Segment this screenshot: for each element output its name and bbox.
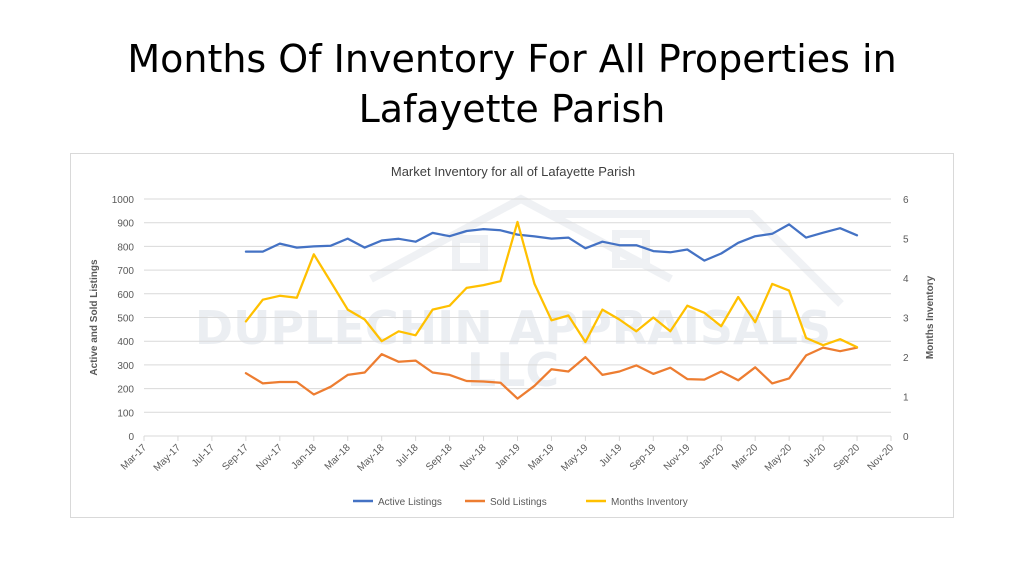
slide-title-line-2: Lafayette Parish: [358, 87, 666, 131]
y2-tick-label: 1: [903, 393, 909, 404]
y2-tick-label: 0: [903, 432, 909, 443]
x-tick-label: Mar-18: [323, 442, 353, 472]
y2-axis-title: Months Inventory: [925, 275, 936, 359]
chart-title: Market Inventory for all of Lafayette Pa…: [390, 164, 636, 179]
x-tick-label: Jan-19: [493, 442, 523, 472]
y-tick-label: 200: [117, 385, 134, 396]
y-tick-label: 700: [117, 266, 134, 277]
line-chart: 0 100 200 300 400 500 600 700 800 900 1000 0 1 2 3 4 5 6 M…: [89, 195, 936, 508]
y2-tick-label: 2: [903, 353, 909, 364]
legend-label-months-inventory: Months Inventory: [611, 497, 688, 508]
x-tick-label: Jan-18: [289, 442, 319, 472]
y-tick-label: 100: [117, 408, 134, 419]
x-tick-label: Sep-20: [832, 442, 863, 473]
y-tick-label: 400: [117, 337, 134, 348]
series-line-sold-listings: [244, 346, 859, 400]
x-tick-label: Mar-19: [526, 442, 556, 472]
x-tick-label: Sep-17: [220, 442, 251, 473]
y-tick-label: 0: [128, 432, 134, 443]
x-tick-label: Nov-17: [254, 442, 285, 473]
series-line-active-listings: [244, 223, 859, 262]
x-tick-label: Sep-19: [628, 442, 659, 473]
x-tick-label: Nov-20: [866, 442, 897, 473]
chart-area: DUPLECHIN APPRAISALS LLC Market Inventor…: [70, 153, 954, 518]
series-line-months-inventory: [244, 220, 859, 349]
y-tick-label: 500: [117, 314, 134, 325]
x-tick-label: Mar-17: [119, 442, 149, 472]
y-tick-label: 300: [117, 361, 134, 372]
x-tick-label: May-17: [152, 442, 184, 474]
x-tick-label: Sep-18: [424, 442, 455, 473]
slide-title: Months Of Inventory For All Properties i…: [0, 34, 1024, 134]
y-tick-label: 600: [117, 290, 134, 301]
y-axis-title: Active and Sold Listings: [89, 259, 100, 376]
y2-tick-label: 4: [903, 274, 909, 285]
x-tick-label: Jul-18: [394, 442, 421, 469]
x-tick-label: Jul-20: [801, 442, 828, 469]
y-tick-label: 1000: [112, 195, 135, 206]
x-tick-label: May-20: [763, 442, 795, 474]
y-tick-label: 800: [117, 242, 134, 253]
x-tick-label: Nov-18: [458, 442, 489, 473]
legend-label-sold-listings: Sold Listings: [490, 497, 547, 508]
y2-tick-label: 6: [903, 195, 909, 206]
x-tick-label: Mar-20: [730, 442, 760, 472]
legend-label-active-listings: Active Listings: [378, 497, 442, 508]
x-tick-label: Jul-19: [597, 442, 624, 469]
slide-title-line-1: Months Of Inventory For All Properties i…: [127, 37, 897, 81]
y2-tick-label: 5: [903, 235, 909, 246]
x-tick-label: Nov-19: [662, 442, 693, 473]
y-tick-label: 900: [117, 219, 134, 230]
x-tick-label: May-19: [559, 442, 591, 474]
x-tick-label: May-18: [355, 442, 387, 474]
x-tick-label: Jan-20: [697, 442, 727, 472]
y2-tick-label: 3: [903, 314, 909, 325]
x-tick-label: Jul-17: [190, 442, 217, 469]
